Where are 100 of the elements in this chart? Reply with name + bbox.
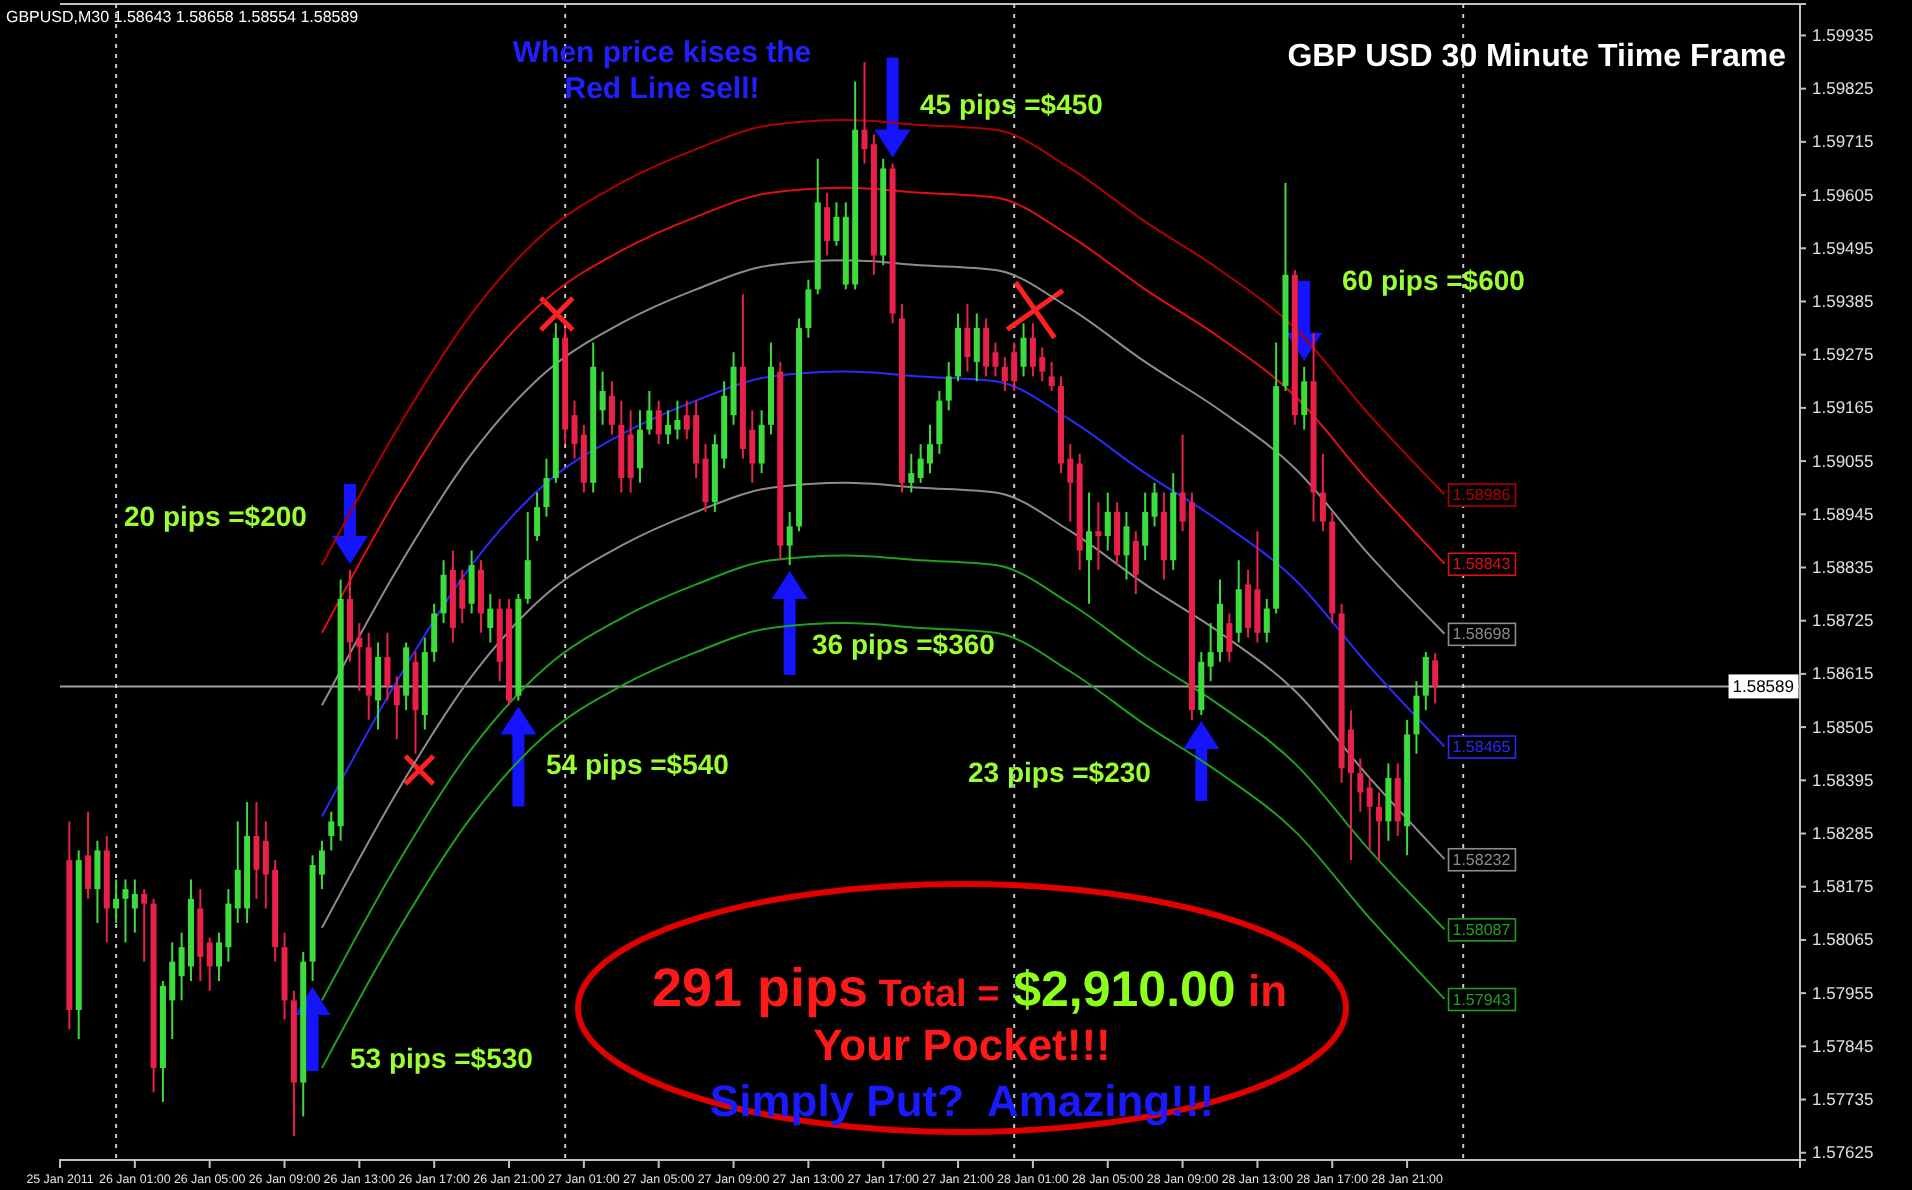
annotation: 20 pips =$200 xyxy=(124,500,308,532)
candlestick xyxy=(1235,559,1242,644)
candlestick xyxy=(1095,501,1102,571)
candlestick xyxy=(1263,597,1270,644)
candlestick xyxy=(1142,491,1149,562)
annotation: in xyxy=(1235,966,1288,1016)
y-tick-label: 1.59165 xyxy=(1812,397,1874,418)
candlestick xyxy=(113,878,120,924)
candlestick xyxy=(393,675,400,741)
y-tick-label: 1.58725 xyxy=(1812,610,1874,631)
annotation: 23 pips =$230 xyxy=(968,756,1152,788)
y-tick-label: 1.58395 xyxy=(1812,769,1874,790)
candlestick xyxy=(824,191,831,257)
candlestick xyxy=(477,559,484,634)
y-tick-label: 1.58065 xyxy=(1812,929,1874,950)
y-tick-label: 1.58285 xyxy=(1812,822,1874,843)
candlestick xyxy=(94,839,101,924)
candlestick xyxy=(637,409,643,484)
candlestick xyxy=(1048,360,1055,392)
candlestick xyxy=(983,317,990,378)
candlestick xyxy=(206,936,213,992)
candlestick xyxy=(964,302,971,373)
data-label: 1.58087 xyxy=(1452,920,1512,939)
candlestick xyxy=(646,389,653,436)
candlestick xyxy=(1385,762,1392,842)
y-tick-label: 1.59385 xyxy=(1812,290,1874,311)
candlestick xyxy=(440,559,447,625)
candlestick xyxy=(468,549,475,615)
y-tick-label: 1.59715 xyxy=(1812,131,1874,152)
y-tick-label: 1.57845 xyxy=(1812,1035,1874,1056)
data-label: 1.58232 xyxy=(1452,850,1512,869)
candlestick xyxy=(1123,510,1130,581)
y-tick-label: 1.59825 xyxy=(1812,78,1874,99)
candlestick xyxy=(1086,491,1093,605)
y-tick-label: 1.59935 xyxy=(1812,24,1874,45)
candlestick xyxy=(328,810,335,852)
y-tick-label: 1.58505 xyxy=(1812,716,1874,737)
y-tick-label: 1.59055 xyxy=(1812,450,1874,471)
candlestick xyxy=(805,278,812,339)
y-tick-label: 1.57735 xyxy=(1812,1088,1874,1109)
candlestick xyxy=(1422,651,1429,712)
y-tick-label: 1.58175 xyxy=(1812,876,1874,897)
candlestick xyxy=(85,810,92,900)
candlestick xyxy=(1207,622,1214,683)
annotation: $2,910.00 xyxy=(999,962,1236,1018)
data-label: 1.58843 xyxy=(1452,555,1512,574)
candlestick xyxy=(487,593,494,644)
candlestick xyxy=(655,399,662,446)
annotation: 54 pips =$540 xyxy=(546,748,730,780)
candlestick xyxy=(945,360,952,412)
y-tick-label: 1.58615 xyxy=(1812,663,1874,684)
candlestick xyxy=(524,510,531,605)
y-tick-label: 1.58945 xyxy=(1812,503,1874,524)
candlestick xyxy=(665,409,672,446)
candlestick xyxy=(141,888,148,963)
candlestick xyxy=(833,201,840,247)
annotation: 291 pips xyxy=(636,958,869,1018)
annotation: 53 pips =$530 xyxy=(350,1042,534,1074)
annotation: When price kises the Red Line sell! xyxy=(512,36,812,106)
candlestick xyxy=(1020,322,1027,378)
y-tick-label: 1.59275 xyxy=(1812,344,1874,365)
candlestick xyxy=(1366,776,1373,852)
candlestick xyxy=(786,510,793,567)
y-tick-label: 1.59495 xyxy=(1812,237,1874,258)
data-label: 1.57943 xyxy=(1452,990,1512,1009)
candlestick xyxy=(431,602,438,663)
candlestick xyxy=(1104,491,1111,552)
candlestick xyxy=(936,389,943,455)
candlestick xyxy=(1226,612,1233,663)
data-label: 1.58465 xyxy=(1452,738,1512,757)
candlestick xyxy=(599,370,606,426)
annotation: Simply Put? Amazing!!! xyxy=(709,1076,1215,1126)
candlestick xyxy=(627,409,634,494)
candlestick xyxy=(1114,501,1121,567)
annotation: 45 pips =$450 xyxy=(920,88,1104,120)
candlestick xyxy=(384,631,391,702)
candlestick xyxy=(543,457,550,518)
data-label: 1.58986 xyxy=(1452,486,1512,505)
candlestick xyxy=(122,878,129,944)
annotation: 60 pips =$600 xyxy=(1342,264,1526,296)
y-tick-label: 1.59605 xyxy=(1812,184,1874,205)
candlestick xyxy=(1245,568,1252,639)
data-label: 1.58698 xyxy=(1452,625,1512,644)
candlestick xyxy=(1301,365,1308,431)
text: GBP USD 30 Minute Tiime Frame xyxy=(1287,40,1787,74)
candlestick xyxy=(908,452,915,494)
candlestick xyxy=(758,409,765,475)
candlestick xyxy=(1432,652,1439,705)
annotation: GBPUSD,M30 1.58643 1.58658 1.58554 1.58589 xyxy=(6,8,360,26)
candlestick xyxy=(253,801,260,900)
annotation: Total = xyxy=(868,974,1000,1016)
ref-line-label: 1.58589 xyxy=(1732,676,1795,697)
annotation: 36 pips =$360 xyxy=(812,628,996,660)
candlestick xyxy=(534,491,541,542)
candlestick xyxy=(1319,452,1326,533)
y-tick-label: 1.57955 xyxy=(1812,982,1874,1003)
y-tick-label: 1.57625 xyxy=(1812,1142,1874,1163)
candlestick xyxy=(1151,481,1158,528)
candlestick xyxy=(1132,530,1139,596)
candlestick xyxy=(608,380,615,436)
